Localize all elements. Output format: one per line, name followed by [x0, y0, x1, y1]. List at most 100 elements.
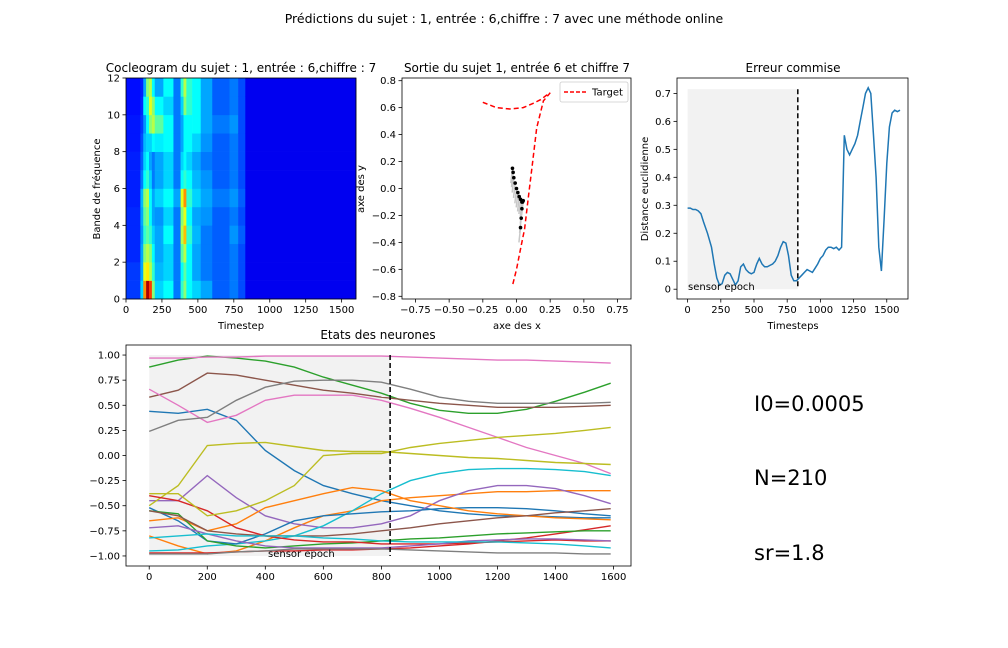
heatmap-cell [126, 188, 141, 208]
prediction-point [516, 190, 520, 195]
trajectory-title: Sortie du sujet 1, entrée 6 et chiffre 7 [404, 61, 630, 75]
heatmap-cell [238, 188, 246, 208]
neuron-state-line [149, 525, 611, 549]
trajectory-ylabel: axe des y [356, 165, 367, 213]
heatmap-cell [140, 243, 144, 263]
heatmap-cell [151, 170, 156, 189]
heatmap-cell [180, 170, 184, 189]
heatmap-cell [212, 151, 230, 171]
error-xtick-label: 1000 [808, 305, 833, 316]
heatmap-cell [200, 151, 213, 171]
heatmap-cell [212, 262, 230, 281]
heatmap-cell [151, 262, 156, 281]
trajectory-xtick-label: −0.75 [400, 305, 431, 316]
heatmap-cell [180, 243, 184, 263]
cochleogram-ytick-label: 8 [114, 147, 120, 158]
heatmap-cell [180, 262, 184, 281]
error-ytick-label: 0 [665, 285, 671, 296]
heatmap-cell [140, 133, 144, 152]
heatmap-cell [229, 225, 239, 245]
prediction-point [512, 175, 516, 180]
neuron-state-line [148, 388, 611, 475]
trajectory-ytick-label: −0.8 [372, 292, 396, 303]
heatmap-cell [238, 280, 246, 300]
trajectory-plot [482, 92, 551, 286]
trajectory-panel: Sortie du sujet 1, entrée 6 et chiffre 7… [356, 61, 632, 332]
target-line [482, 92, 551, 286]
neurons-ytick-label: 0.00 [98, 451, 120, 462]
error-annotation: sensor epoch [688, 282, 755, 293]
error-ytick-label: 0.1 [655, 257, 671, 268]
heatmap-cell [149, 243, 153, 263]
heatmap-cell [151, 151, 156, 171]
heatmap-cell [186, 243, 193, 263]
heatmap-cell [238, 151, 246, 171]
heatmap-cell [151, 243, 156, 263]
heatmap-cell [192, 114, 202, 134]
heatmap-cell [180, 151, 184, 171]
heatmap-cell [154, 206, 164, 226]
heatmap-cell [143, 225, 147, 245]
trajectory-xlabel: axe des x [493, 321, 541, 332]
heatmap-cell [163, 225, 174, 245]
error-line [687, 86, 901, 287]
heatmap-cell [151, 78, 156, 97]
cochleogram-y-ticks: 0 2 4 6 8 10 12 [107, 74, 126, 306]
heatmap-cell [186, 133, 193, 152]
trajectory-ytick-label: 0.4 [380, 130, 396, 141]
heatmap-cell [154, 188, 164, 208]
heatmap-cell [151, 206, 156, 226]
prediction-trail [514, 188, 518, 204]
heatmap-cell [173, 114, 181, 134]
heatmap-cell [212, 96, 230, 116]
neurons-x-ticks: 0 200 400 600 800 1000 1200 1400 1600 [146, 566, 626, 583]
param-n: N=210 [754, 466, 828, 490]
heatmap-cell [245, 78, 357, 97]
neurons-xtick-label: 800 [372, 572, 391, 583]
neuron-state-line [149, 426, 611, 517]
cochleogram-xtick-label: 500 [188, 305, 207, 316]
neurons-xtick-label: 600 [314, 572, 333, 583]
cochleogram-ytick-label: 12 [107, 74, 120, 85]
cochleogram-ytick-label: 0 [114, 295, 120, 306]
cochleogram-ytick-label: 4 [114, 221, 120, 232]
heatmap-cell [212, 114, 230, 134]
heatmap-cell [229, 206, 239, 226]
heatmap-cell [143, 243, 147, 263]
heatmap-cell [238, 78, 246, 97]
heatmap-cell [149, 151, 153, 171]
neurons-annotation: sensor epoch [268, 549, 335, 560]
error-xtick-label: 750 [778, 305, 797, 316]
heatmap-cell [212, 280, 230, 300]
heatmap-cell [140, 96, 144, 116]
heatmap-cell [173, 96, 181, 116]
prediction-trail [510, 168, 514, 184]
heatmap-cell [126, 78, 141, 97]
heatmap-cell [163, 151, 174, 171]
neurons-xtick-label: 0 [146, 572, 152, 583]
neuron-state-line [149, 495, 611, 545]
heatmap-cell [192, 96, 202, 116]
heatmap-cell [126, 114, 141, 134]
heatmap-cell [163, 206, 174, 226]
heatmap-cell [192, 262, 202, 281]
heatmap-cell [173, 78, 181, 97]
prediction-point [519, 216, 524, 220]
heatmap-cell [183, 280, 187, 300]
heatmap-cell [186, 170, 193, 189]
heatmap-cell [140, 262, 144, 281]
trajectory-ytick-label: 0.2 [380, 157, 396, 168]
neurons-xtick-label: 1600 [601, 572, 626, 583]
heatmap-cell [146, 243, 150, 263]
prediction-point [511, 170, 515, 175]
prediction-point [520, 206, 524, 211]
cochleogram-xtick-label: 1500 [329, 305, 354, 316]
heatmap-cell [149, 170, 153, 189]
error-panel: Erreur commise 0 250 500 750 1000 1250 1500 00… [640, 61, 909, 332]
heatmap-cell [180, 280, 184, 300]
neurons-xtick-label: 400 [256, 572, 275, 583]
error-ytick-label: 0.4 [655, 173, 671, 184]
legend-target-label: Target [591, 88, 623, 99]
heatmap-cell [140, 206, 144, 226]
cochleogram-xlabel: Timestep [217, 321, 264, 332]
